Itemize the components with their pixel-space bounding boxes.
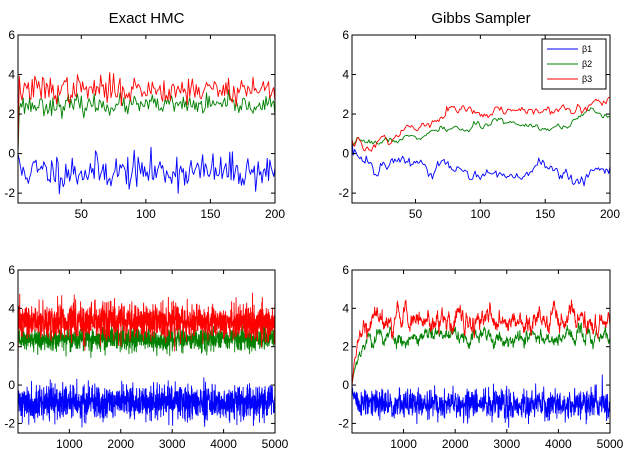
y-tick-label: 4 xyxy=(342,301,349,315)
x-tick-label: 1000 xyxy=(390,437,417,451)
x-tick-label: 150 xyxy=(200,207,220,221)
y-tick-label: 0 xyxy=(8,378,15,392)
series-group xyxy=(18,292,275,428)
y-tick-label: 4 xyxy=(342,68,349,82)
series-line-beta2 xyxy=(352,322,610,386)
legend-label-beta2: β2 xyxy=(582,59,592,69)
y-tick-label: -2 xyxy=(4,416,15,430)
x-tick-label: 5000 xyxy=(262,437,289,451)
x-tick-label: 2000 xyxy=(107,437,134,451)
x-tick-label: 100 xyxy=(470,207,490,221)
y-tick-label: -2 xyxy=(4,186,15,200)
panel-exact-hmc-bottom: -2 0 2 4 6 1000 2000 3000 4000 5000 xyxy=(4,263,288,451)
panel-exact-hmc-top: -2 0 2 4 6 50 100 150 200 Exact HMC xyxy=(4,10,285,221)
y-tick-label: 4 xyxy=(8,68,15,82)
y-tick-label: 2 xyxy=(342,107,349,121)
series-line-beta1 xyxy=(18,146,275,195)
y-tick-label: -2 xyxy=(338,416,349,430)
x-tick-label: 5000 xyxy=(597,437,624,451)
series-group xyxy=(18,72,275,195)
x-tick-label: 1000 xyxy=(56,437,83,451)
axes-frame xyxy=(351,34,611,204)
x-tick-label: 100 xyxy=(136,207,156,221)
series-group xyxy=(352,299,610,428)
series-line-beta1 xyxy=(352,374,610,428)
panel-gibbs-sampler-top: -2 0 2 4 6 50 100 150 200 Gibbs Sampler β1 β2 β3 xyxy=(338,10,620,221)
chart-title: Gibbs Sampler xyxy=(431,10,530,27)
x-tick-label: 3000 xyxy=(159,437,186,451)
axes-frame xyxy=(17,269,276,434)
legend-label-beta3: β3 xyxy=(582,74,592,84)
series-line-beta3 xyxy=(18,292,275,386)
x-tick-label: 150 xyxy=(535,207,555,221)
panel-gibbs-sampler-bottom: -2 0 2 4 6 1000 2000 3000 4000 5000 xyxy=(338,263,623,451)
x-tick-label: 50 xyxy=(75,207,89,221)
x-tick-label: 4000 xyxy=(545,437,572,451)
y-tick-label: 0 xyxy=(342,147,349,161)
legend: β1 β2 β3 xyxy=(541,38,607,90)
series-line-beta1 xyxy=(352,139,610,187)
series-line-beta1 xyxy=(18,377,275,428)
x-tick-label: 200 xyxy=(600,207,620,221)
x-tick-label: 3000 xyxy=(493,437,520,451)
series-line-beta3 xyxy=(18,72,275,154)
series-line-beta3 xyxy=(352,299,610,386)
series-line-beta2 xyxy=(352,107,610,147)
y-tick-label: 2 xyxy=(8,340,15,354)
x-tick-label: 4000 xyxy=(210,437,237,451)
y-tick-label: 6 xyxy=(342,263,349,277)
axes-frame xyxy=(351,269,611,434)
axes-frame xyxy=(17,34,276,204)
series-line-beta3 xyxy=(352,96,610,152)
y-tick-label: 2 xyxy=(342,340,349,354)
y-tick-label: -2 xyxy=(338,186,349,200)
y-tick-label: 4 xyxy=(8,301,15,315)
x-tick-label: 50 xyxy=(409,207,423,221)
y-tick-label: 6 xyxy=(8,263,15,277)
x-tick-label: 200 xyxy=(265,207,285,221)
y-tick-label: 0 xyxy=(342,378,349,392)
y-tick-label: 2 xyxy=(8,107,15,121)
y-tick-label: 6 xyxy=(342,28,349,42)
series-group xyxy=(352,96,610,187)
y-tick-label: 0 xyxy=(8,147,15,161)
y-tick-label: 6 xyxy=(8,28,15,42)
x-tick-label: 2000 xyxy=(442,437,469,451)
legend-label-beta1: β1 xyxy=(582,44,592,54)
chart-title: Exact HMC xyxy=(109,10,185,27)
